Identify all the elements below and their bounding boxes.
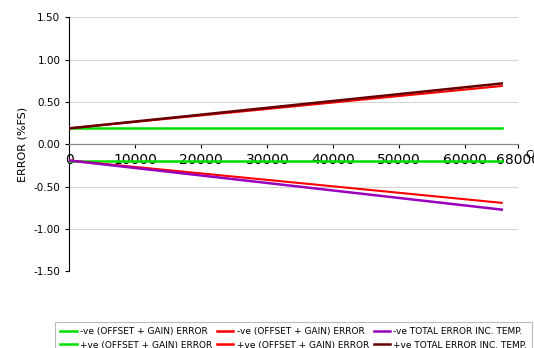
Text: CODE: CODE [525,150,534,160]
Y-axis label: ERROR (%FS): ERROR (%FS) [18,107,28,182]
Legend: -ve (OFFSET + GAIN) ERROR, +ve (OFFSET + GAIN) ERROR, -ve (OFFSET + GAIN) ERROR,: -ve (OFFSET + GAIN) ERROR, +ve (OFFSET +… [55,322,532,348]
